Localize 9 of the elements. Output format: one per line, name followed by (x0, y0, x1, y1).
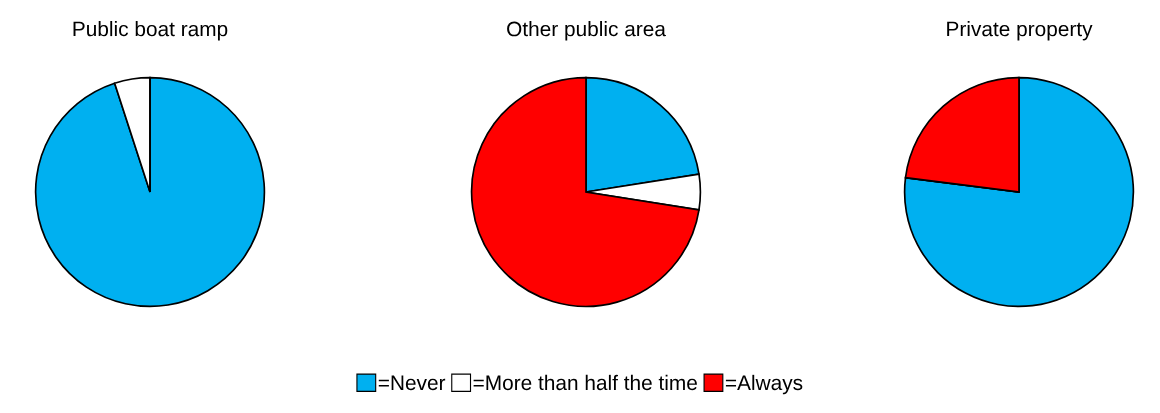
chart-title: Other public area (507, 21, 666, 41)
pie-slice (34, 76, 266, 308)
pie-slice (903, 76, 1135, 308)
pie-slice (470, 76, 700, 308)
chart-title: Public boat ramp (73, 21, 228, 41)
legend-label: =More than half the time (473, 374, 697, 391)
legend-label: =Always (725, 374, 803, 395)
chart-title: Private property (947, 21, 1093, 41)
legend-label: =Never (378, 375, 446, 391)
